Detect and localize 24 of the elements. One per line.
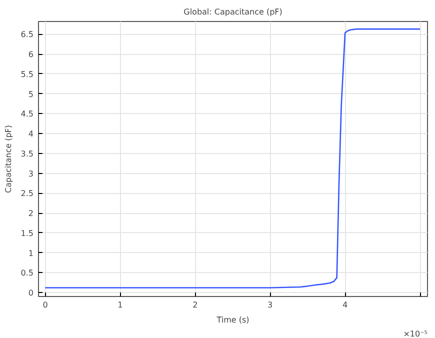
x-tick-label: 4 — [342, 300, 348, 310]
y-tick-label: 1 — [28, 248, 34, 258]
y-tick-label: 5.5 — [20, 70, 34, 79]
x-tick-label: 2 — [192, 300, 198, 310]
y-tick-label: 6.5 — [20, 30, 34, 40]
x-tick-label: 0 — [42, 300, 48, 310]
x-tick-label: 3 — [268, 300, 273, 310]
x-tick-label: 1 — [118, 300, 123, 310]
y-tick-label: 3.5 — [20, 149, 34, 158]
y-tick-label: 2.5 — [20, 189, 34, 198]
y-tick-label: 4 — [28, 130, 34, 139]
y-tick-label: 2 — [28, 209, 34, 218]
text: ×10⁻⁵ — [403, 330, 428, 338]
y-tick-label: 6 — [28, 50, 34, 60]
y-tick-label: 1.5 — [20, 228, 34, 238]
y-tick-label: 5 — [28, 90, 34, 99]
chart-title: Global: Capacitance (pF) — [184, 8, 282, 16]
y-axis-title: Capacitance (pF) — [4, 125, 13, 193]
y-tick-label: 3 — [28, 169, 34, 178]
line-series — [44, 28, 421, 288]
y-tick-label: 4.5 — [20, 110, 34, 119]
y-tick-label: 0 — [28, 288, 34, 298]
y-tick-label: 0.5 — [20, 268, 34, 278]
x-axis-title: Time (s) — [216, 316, 250, 324]
